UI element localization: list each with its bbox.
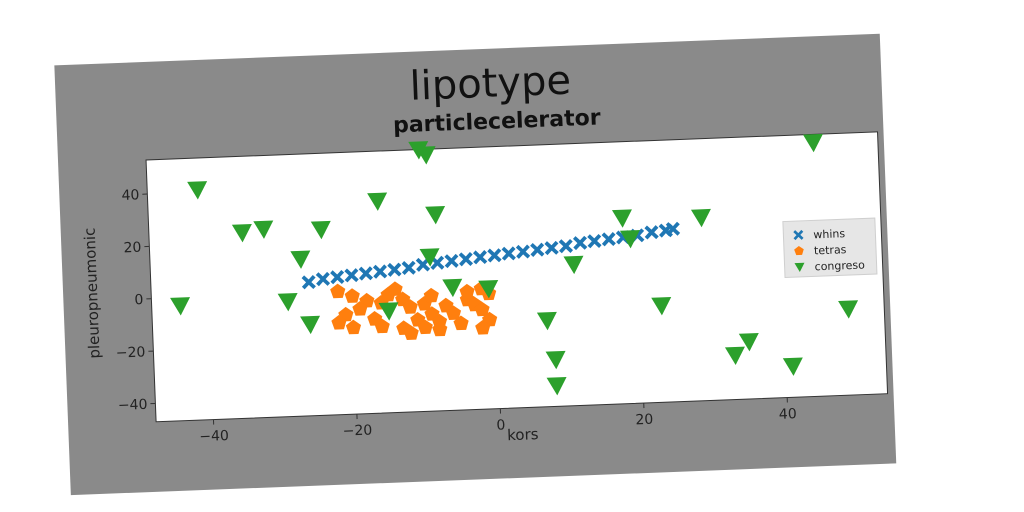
tetras-point (475, 319, 491, 335)
whins-point (315, 271, 331, 287)
tetras-point (331, 314, 347, 330)
whins-point (372, 264, 388, 279)
y-axis-label: pleuropneumonic (81, 227, 104, 359)
chart-title: lipotype (409, 58, 572, 110)
y-tick-label: 20 (123, 240, 141, 257)
data-points (170, 133, 859, 396)
congreso-point (651, 296, 672, 316)
whins-point (587, 233, 602, 249)
whins-point (601, 232, 616, 247)
congreso-point (738, 332, 759, 352)
whins-point (530, 242, 545, 257)
tetras-point (403, 325, 419, 340)
series-whins (301, 221, 681, 290)
legend-marker (794, 262, 805, 272)
legend-item-congreso: congreso (794, 258, 865, 273)
whins-point (665, 221, 681, 237)
tetras-point (453, 315, 469, 331)
tetras-point (344, 288, 360, 303)
whins-point (487, 248, 502, 263)
whins-point (330, 269, 345, 285)
y-tick-label: −40 (118, 397, 148, 414)
congreso-point (619, 230, 640, 249)
tetras-point (387, 281, 403, 296)
congreso-point (782, 357, 803, 376)
series-congreso (170, 133, 859, 396)
tetras-point (330, 283, 346, 299)
congreso-point (724, 346, 745, 365)
y-tick-label: 40 (121, 187, 139, 204)
congreso-point (310, 220, 331, 240)
y-tick-label: 0 (134, 292, 144, 308)
whins-point (558, 238, 574, 254)
legend-item-whins: whins (793, 227, 846, 241)
whins-point (572, 235, 588, 251)
congreso-point (690, 208, 711, 228)
legend-item-tetras: tetras (794, 243, 847, 257)
congreso-point (187, 181, 208, 200)
legend-label: tetras (814, 243, 847, 257)
tetras-point (345, 319, 362, 335)
congreso-point (300, 315, 321, 335)
congreso-point (478, 280, 499, 299)
plot-area (145, 131, 889, 423)
congreso-point (415, 146, 436, 165)
congreso-point (536, 311, 557, 331)
legend-marker (793, 229, 804, 241)
whins-point (344, 268, 359, 283)
congreso-point (425, 206, 446, 225)
congreso-point (838, 300, 859, 319)
tetras-point (432, 321, 448, 337)
legend-box (782, 217, 878, 279)
congreso-point (231, 223, 252, 243)
y-tick-label: −20 (116, 344, 146, 361)
legend-label: congreso (814, 258, 865, 273)
whins-point (401, 260, 416, 276)
whins-point (472, 250, 488, 265)
tetras-point (474, 301, 490, 317)
congreso-point (419, 248, 440, 267)
tetras-point (459, 283, 475, 299)
tetras-point (402, 299, 418, 314)
congreso-point (545, 350, 566, 370)
whins-point (544, 240, 559, 256)
congreso-point (563, 255, 584, 275)
tetras-point (423, 287, 439, 303)
x-axis-label: kors (507, 425, 539, 444)
tetras-point (417, 319, 433, 335)
legend-label: whins (813, 227, 845, 241)
whins-point (501, 246, 516, 261)
congreso-point (378, 302, 399, 321)
congreso-point (277, 292, 298, 312)
axis-ticks: −40 −20 0 20 40 −40 −20 0 20 40 (116, 187, 797, 445)
x-tick-label: 20 (635, 412, 653, 429)
congreso-point (611, 209, 632, 228)
congreso-point (290, 250, 311, 269)
tetras-point (374, 318, 390, 334)
x-tick-label: 40 (779, 406, 797, 423)
whins-point (415, 257, 431, 272)
whins-point (358, 266, 374, 281)
whins-point (458, 252, 474, 267)
congreso-point (170, 297, 191, 316)
whins-point (515, 244, 531, 259)
tetras-point (445, 305, 462, 320)
whins-point (301, 275, 316, 290)
whins-point (387, 262, 402, 277)
x-tick-label: −40 (199, 428, 229, 445)
whins-point (444, 253, 459, 269)
congreso-point (802, 133, 823, 153)
whins-point (644, 225, 659, 240)
legend-marker (794, 245, 804, 256)
congreso-point (442, 278, 463, 298)
tetras-point (352, 301, 368, 316)
x-tick-label: 0 (496, 417, 506, 433)
congreso-point (367, 192, 388, 211)
congreso-point (546, 377, 567, 396)
x-tick-label: −20 (342, 422, 372, 439)
congreso-point (253, 220, 274, 239)
